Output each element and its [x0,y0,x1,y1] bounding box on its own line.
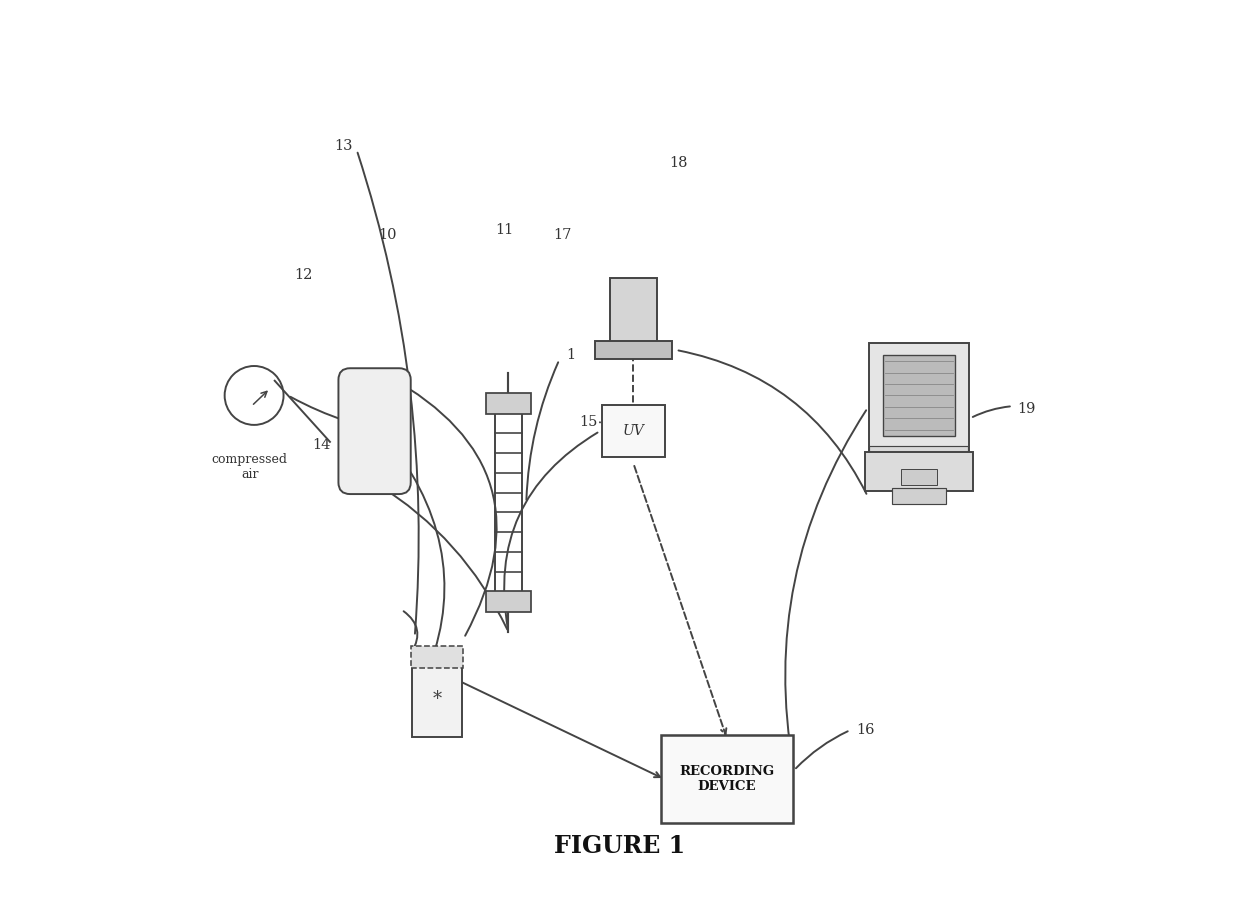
Bar [893,489,946,505]
Text: RECORDING
DEVICE: RECORDING DEVICE [680,765,775,793]
FancyBboxPatch shape [866,452,973,491]
FancyBboxPatch shape [661,735,794,823]
Text: 1: 1 [567,348,575,362]
FancyBboxPatch shape [594,341,672,359]
Text: 12: 12 [294,268,312,282]
Text: 11: 11 [495,224,513,237]
FancyBboxPatch shape [486,392,531,414]
FancyBboxPatch shape [601,405,665,457]
FancyBboxPatch shape [486,591,531,612]
Text: 19: 19 [1017,401,1035,416]
Text: 13: 13 [334,138,352,153]
FancyBboxPatch shape [412,647,463,667]
Bar [883,356,955,436]
FancyBboxPatch shape [412,661,463,737]
Bar [869,446,968,454]
Text: 15: 15 [579,415,598,429]
Text: 18: 18 [668,156,687,171]
Text: 17: 17 [553,228,572,242]
Text: 10: 10 [378,228,397,242]
Text: FIGURE 1: FIGURE 1 [554,834,686,858]
Text: compressed
air: compressed air [212,453,288,481]
FancyBboxPatch shape [339,368,410,494]
FancyBboxPatch shape [868,343,970,453]
Text: UV: UV [622,424,645,438]
Text: *: * [433,690,441,708]
Text: 16: 16 [856,723,874,737]
FancyBboxPatch shape [610,277,657,344]
Text: 14: 14 [311,437,330,452]
Bar [901,469,936,485]
